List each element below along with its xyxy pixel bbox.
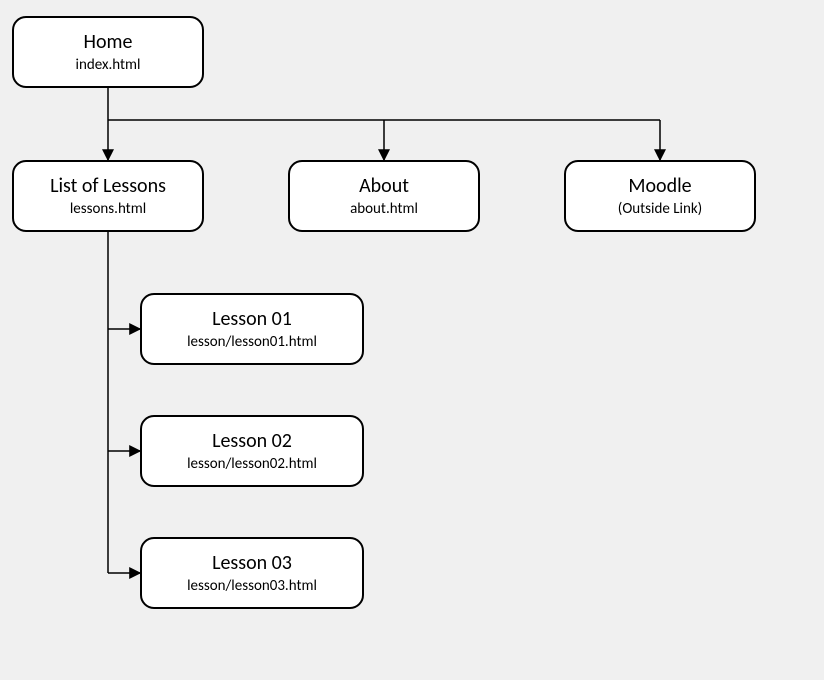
node-lesson-01: Lesson 01 lesson/lesson01.html [140,293,364,365]
node-title: Lesson 01 [212,307,292,331]
node-title: Lesson 02 [212,429,292,453]
node-sub: lesson/lesson02.html [187,455,317,473]
node-sub: index.html [76,56,141,74]
node-title: About [359,174,409,198]
node-sub: lesson/lesson03.html [187,577,317,595]
node-sub: (Outside Link) [618,200,702,218]
node-home: Home index.html [12,16,204,88]
node-title: List of Lessons [50,174,166,198]
node-moodle: Moodle (Outside Link) [564,160,756,232]
node-sub: lessons.html [70,200,146,218]
edges-layer [0,0,824,680]
node-title: Moodle [628,174,691,198]
node-about: About about.html [288,160,480,232]
sitemap-diagram: Home index.html List of Lessons lessons.… [0,0,824,680]
node-title: Lesson 03 [212,551,292,575]
node-sub: about.html [350,200,418,218]
node-lesson-02: Lesson 02 lesson/lesson02.html [140,415,364,487]
node-title: Home [84,30,133,54]
node-sub: lesson/lesson01.html [187,333,317,351]
node-lesson-03: Lesson 03 lesson/lesson03.html [140,537,364,609]
node-lessons: List of Lessons lessons.html [12,160,204,232]
